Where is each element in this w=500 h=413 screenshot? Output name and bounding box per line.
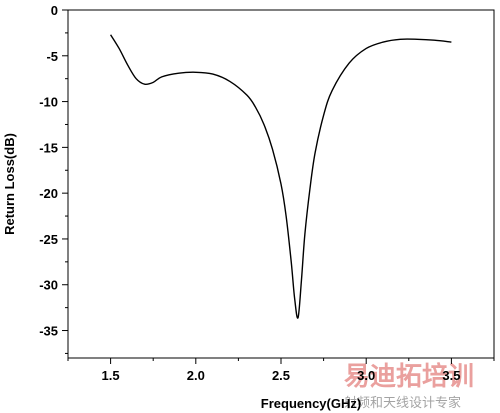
watermark-main-text: 易迪拓培训	[344, 362, 474, 392]
x-tick-label: 2.0	[187, 368, 205, 383]
y-tick-label: -15	[39, 140, 58, 155]
y-tick-label: -25	[39, 232, 58, 247]
y-tick-label: 0	[51, 3, 58, 18]
axis-ticks	[62, 9, 495, 364]
y-tick-label: -5	[46, 49, 58, 64]
axis-tick-labels: 1.5 2.0 2.5 3.0 3.5 0 -5 -10 -15 -20 -25 -30 -35	[39, 3, 460, 383]
y-tick-label: -35	[39, 324, 58, 339]
x-tick-label: 2.5	[272, 368, 290, 383]
x-tick-label: 3.0	[357, 368, 375, 383]
watermark: 易迪拓培训 射频和天线设计专家	[344, 362, 474, 411]
y-tick-label: -20	[39, 186, 58, 201]
return-loss-curve	[110, 34, 452, 319]
x-tick-label: 3.5	[442, 368, 460, 383]
x-axis-label: Frequency(GHz)	[261, 396, 361, 411]
y-axis-label: Return Loss(dB)	[2, 133, 17, 235]
x-tick-label: 1.5	[102, 368, 120, 383]
watermark-sub-text: 射频和天线设计专家	[344, 395, 461, 411]
y-tick-label: -30	[39, 278, 58, 293]
y-tick-label: -10	[39, 95, 58, 110]
